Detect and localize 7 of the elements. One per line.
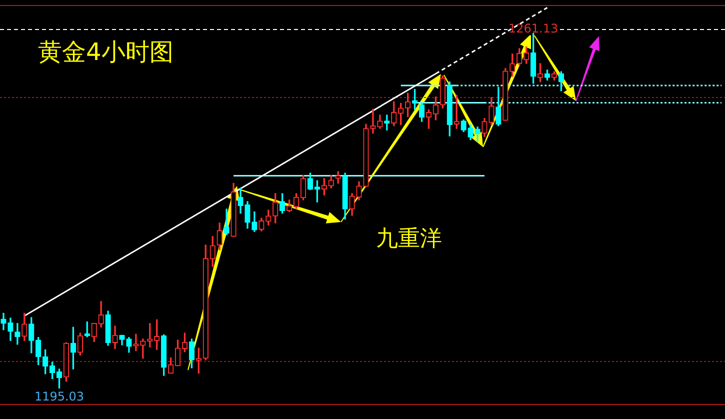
annotation: 九重洋: [376, 226, 442, 252]
candlestick: [133, 334, 139, 352]
candlestick: [370, 108, 376, 134]
text: 黄金4小时图: [38, 38, 174, 66]
annotation: 1195.03: [34, 389, 84, 404]
annotation: 1261.13: [508, 21, 558, 36]
candlestick: [14, 323, 20, 345]
